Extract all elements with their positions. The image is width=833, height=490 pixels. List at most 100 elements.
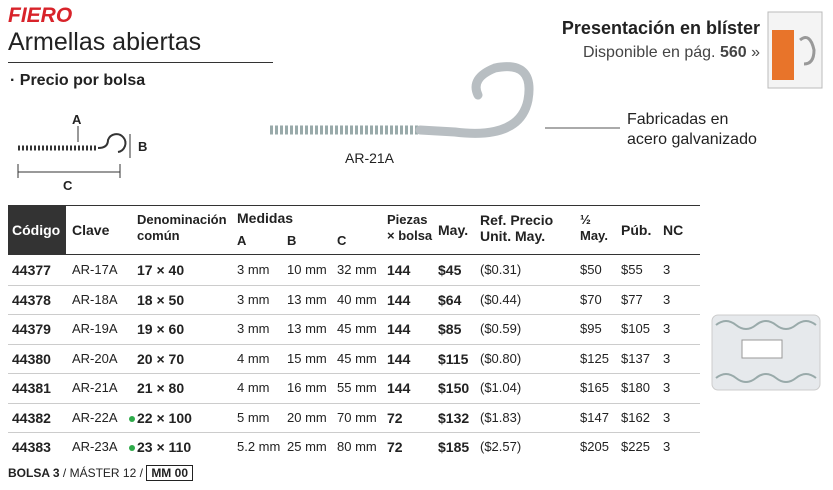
- new-dot: [129, 415, 135, 422]
- blister-text: Disponible en pág.: [582, 44, 716, 61]
- cell: 3: [663, 262, 671, 277]
- hook-image: [270, 62, 620, 138]
- header-line: May.: [580, 228, 608, 243]
- cell: 25 mm: [287, 439, 327, 454]
- cell: 16 mm: [287, 380, 327, 395]
- footer-sep: /: [139, 466, 143, 480]
- header: Ref. Precio Unit. May.: [480, 212, 553, 244]
- cell: 10 mm: [287, 262, 327, 277]
- footer-sep: /: [62, 466, 67, 480]
- cell: $45: [438, 262, 462, 278]
- cell: 13 mm: [287, 291, 327, 307]
- cell: $150: [438, 380, 470, 396]
- cell: 20 mm: [287, 409, 327, 425]
- cell: 44381: [12, 380, 51, 396]
- header: Clave: [72, 222, 110, 238]
- footer-code: MM 00: [146, 465, 193, 481]
- header-line: Piezas: [387, 212, 428, 227]
- header-line: común: [137, 228, 180, 243]
- cell: 45 mm: [337, 350, 377, 366]
- cell: 13 mm: [287, 321, 327, 336]
- header: A: [237, 233, 247, 248]
- row-rule: [8, 314, 700, 315]
- cell: 44377: [12, 262, 51, 278]
- cell: AR-21A: [72, 380, 118, 395]
- header: C: [337, 233, 347, 248]
- blister-title: Presentación en blíster: [561, 18, 760, 38]
- header-line: ½: [580, 212, 591, 227]
- blister-text: Disponible en pág. 560 »: [583, 44, 760, 62]
- cell: $64: [438, 291, 462, 308]
- cell: AR-17A: [72, 262, 118, 277]
- cell: ($1.83): [480, 409, 522, 425]
- cell: 19 × 60: [137, 321, 185, 337]
- cell: 40 mm: [337, 291, 377, 307]
- cell: 144: [387, 262, 411, 278]
- header-line: Unit. May.: [480, 228, 546, 244]
- cell: 3 mm: [237, 291, 270, 307]
- header: May.: [438, 222, 469, 238]
- cell: $115: [438, 350, 469, 367]
- cell: ($0.59): [480, 321, 522, 336]
- cell: $205: [580, 439, 609, 454]
- description: Fabricadas en acero galvanizado: [627, 110, 757, 150]
- cell: 70 mm: [337, 409, 377, 425]
- header-rule: [8, 254, 700, 255]
- cell: 3: [663, 291, 671, 307]
- cell: $55: [621, 262, 643, 277]
- header: Púb.: [621, 222, 652, 238]
- cell: 3: [663, 409, 671, 425]
- cell: 44380: [12, 350, 51, 367]
- header-line: × bolsa: [387, 228, 433, 243]
- cell: 144: [387, 321, 411, 337]
- cell: 5.2 mm: [237, 439, 281, 454]
- cell: 3: [663, 321, 671, 336]
- new-dot: [129, 445, 135, 451]
- cell: 144: [387, 291, 411, 308]
- cell: 3: [663, 439, 671, 454]
- cell: 4 mm: [237, 380, 270, 395]
- header: ½ May.: [580, 212, 608, 244]
- blister-page: 560: [719, 44, 747, 61]
- cell: ($1.04): [480, 380, 522, 395]
- row-rule: [8, 284, 700, 286]
- header: Código: [12, 222, 61, 238]
- cell: $95: [580, 321, 602, 336]
- footer: BOLSA 3 / MÁSTER 12 / MM 00: [8, 465, 193, 481]
- header-line: Ref. Precio: [480, 212, 554, 228]
- note: · Precio por bolsa: [10, 72, 146, 89]
- cell: 3: [663, 350, 671, 366]
- header: Denominación común: [137, 212, 227, 244]
- bag-image: [711, 314, 821, 391]
- cell: ($2.57): [480, 439, 522, 454]
- cell: $165: [580, 380, 609, 395]
- row-rule: [8, 402, 700, 404]
- cell: 32 mm: [337, 262, 377, 277]
- rule: [8, 62, 273, 63]
- cell: $132: [438, 409, 470, 426]
- cell: 44379: [12, 321, 51, 337]
- cell: ($0.80): [480, 350, 522, 366]
- cell: 4 mm: [237, 350, 270, 366]
- cell: AR-20A: [72, 350, 118, 366]
- cell: 144: [387, 350, 411, 367]
- cell: AR-23A: [72, 439, 118, 454]
- blister-arrow: »: [751, 44, 760, 61]
- cell: 45 mm: [337, 321, 377, 336]
- row-rule: [8, 373, 700, 374]
- cell: $105: [621, 321, 650, 336]
- cell: 22 × 100: [137, 409, 192, 426]
- cell: $85: [438, 321, 462, 337]
- cell: 20 × 70: [137, 350, 185, 367]
- cell: 23 × 110: [137, 439, 192, 455]
- cell: 144: [387, 380, 411, 396]
- cell: $147: [580, 409, 609, 425]
- cell: $70: [580, 291, 602, 307]
- cell: AR-19A: [72, 321, 118, 336]
- cell: 72: [387, 439, 403, 455]
- header: Medidas: [237, 210, 294, 226]
- header: Piezas × bolsa: [387, 212, 432, 244]
- cell: 5 mm: [237, 409, 270, 425]
